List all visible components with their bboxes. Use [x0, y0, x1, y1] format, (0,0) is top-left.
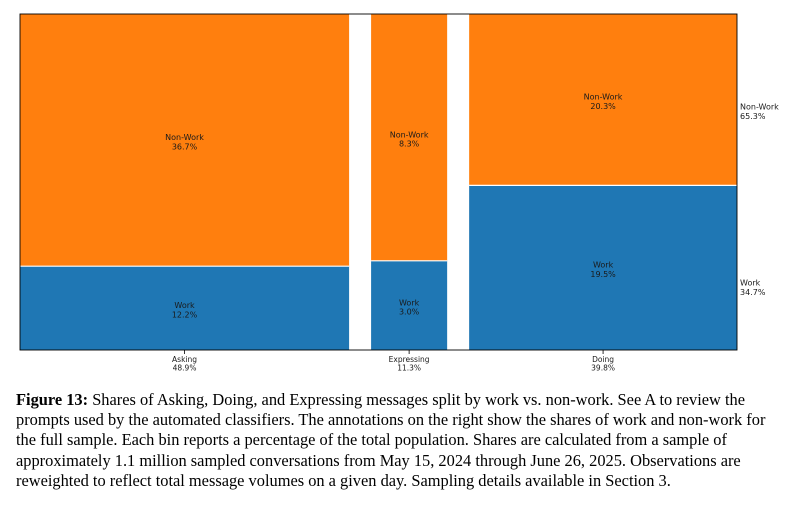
caption-label: Figure 13: [16, 390, 89, 409]
asking-work-label-line: Work [174, 301, 195, 310]
asking-nonwork-label: Non-Work 36.7% [165, 133, 204, 151]
doing-work-bar [469, 185, 737, 350]
expressing-nonwork-bar [371, 14, 448, 261]
doing-category-label: Doing 39.8% [591, 355, 615, 373]
mosaic-chart: Non-Work 36.7%Work 12.2%Asking 48.9%Non-Wor… [19, 13, 779, 373]
doing-work-label-line: Work [593, 261, 614, 270]
total-work-annotation-line: Work [740, 279, 761, 288]
doing-work-label: Work 19.5% [590, 261, 616, 279]
asking-work-label: Work 12.2% [172, 301, 198, 319]
doing-nonwork-label: Non-Work 20.3% [584, 93, 623, 111]
doing-nonwork-label-line: Non-Work [584, 93, 623, 102]
asking-work-bar [20, 266, 350, 350]
asking-work-label-line: 12.2% [172, 310, 198, 319]
plot-frame [19, 13, 738, 351]
doing-nonwork-label-line: 20.3% [590, 102, 616, 111]
total-nonwork-annotation-line: 65.3% [740, 112, 766, 121]
expressing-work-label: Work 3.0% [399, 298, 420, 316]
asking-category-label-line: Asking [172, 355, 197, 364]
total-nonwork-annotation: Non-Work 65.3% [740, 103, 779, 121]
caption-text: Shares of Asking, Doing, and Expressing … [16, 390, 766, 490]
expressing-work-label-line: Work [399, 298, 420, 307]
total-work-annotation: Work 34.7% [740, 279, 766, 297]
expressing-category-label-line: Expressing [389, 355, 430, 364]
expressing-nonwork-label-line: Non-Work [390, 130, 429, 139]
asking-category-label-line: 48.9% [173, 364, 197, 373]
expressing-category-label: Expressing 11.3% [389, 355, 430, 373]
total-work-annotation-line: 34.7% [740, 288, 766, 297]
doing-category-label-line: 39.8% [591, 364, 615, 373]
asking-nonwork-label-line: Non-Work [165, 133, 204, 142]
asking-category-label: Asking 48.9% [172, 355, 197, 373]
expressing-nonwork-label: Non-Work 8.3% [390, 130, 429, 148]
expressing-category-label-line: 11.3% [397, 364, 421, 373]
doing-category-label-line: Doing [592, 355, 614, 364]
asking-nonwork-label-line: 36.7% [172, 142, 198, 151]
expressing-work-bar [371, 260, 448, 350]
total-nonwork-annotation-line: Non-Work [740, 103, 779, 112]
expressing-nonwork-label-line: 8.3% [399, 140, 420, 149]
expressing-work-label-line: 3.0% [399, 308, 420, 317]
figure-caption: Figure 13: Shares of Asking, Doing, and … [16, 390, 786, 491]
doing-work-label-line: 19.5% [590, 270, 616, 279]
doing-nonwork-bar [469, 14, 737, 186]
asking-nonwork-bar [20, 14, 350, 267]
